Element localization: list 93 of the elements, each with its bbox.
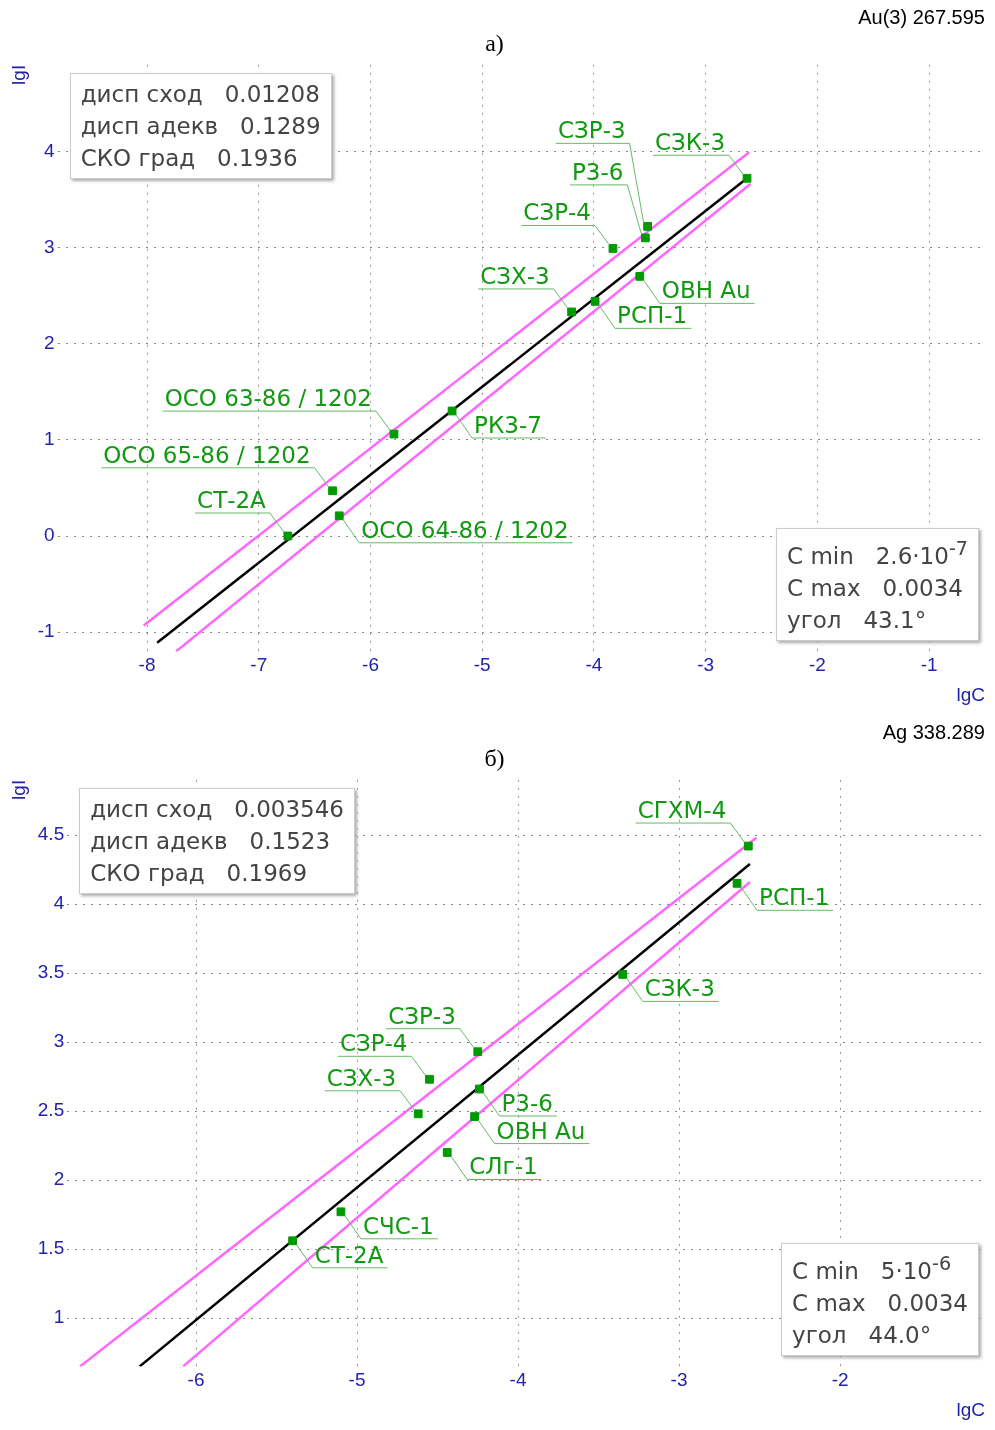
y-axis-title: lgI: [7, 64, 29, 85]
x-tick-label: -6: [362, 654, 379, 676]
annotation: СЛг-1: [469, 1153, 538, 1180]
annotation: СЗХ-3: [326, 1064, 397, 1091]
y-tick-label: 2: [53, 1168, 65, 1190]
x-tick-label: -4: [585, 654, 603, 676]
y-tick-label: 4: [53, 892, 65, 914]
annotation: Р3-6: [501, 1089, 553, 1116]
annotation: дисп сход 0.01208: [80, 79, 321, 109]
x-tick-label: -4: [509, 1369, 527, 1391]
x-tick-label: -2: [831, 1369, 849, 1391]
chart-title: Ag 338.289: [882, 720, 985, 743]
x-tick-label: -5: [348, 1369, 366, 1391]
annotation: C min 2.6·10$^{-7}$: [787, 536, 968, 572]
x-axis-title: lgC: [956, 1398, 985, 1420]
chart-subtitle: а): [485, 29, 504, 56]
point: [640, 233, 650, 243]
x-tick-label: -8: [138, 654, 156, 676]
y-tick-label: -1: [37, 620, 55, 642]
point: [732, 878, 742, 888]
y-tick-label: 1: [53, 1306, 65, 1328]
annotation: дисп адекв 0.1289: [80, 111, 321, 141]
annotation: СЗР-4: [339, 1030, 408, 1057]
chart-title: Au(3) 267.595: [858, 5, 985, 28]
x-tick-label: -2: [808, 654, 826, 676]
annotation: C max 0.0034: [787, 574, 964, 604]
annotation: РСП-1: [617, 302, 688, 329]
annotation: РСП-1: [759, 884, 830, 911]
y-tick-label: 4.5: [37, 823, 65, 845]
chart-subtitle: б): [484, 744, 505, 771]
annotation: СЗР-3: [388, 1002, 456, 1029]
point: [743, 841, 753, 851]
annotation: ОСО 64-86 / 1202: [361, 516, 569, 543]
point: [288, 1236, 298, 1246]
point: [389, 429, 399, 439]
annotation: дисп сход 0.003546: [90, 794, 344, 824]
point: [442, 1148, 452, 1157]
annotation: СЗК-3: [644, 975, 715, 1002]
annotation: СКО град 0.1936: [80, 143, 299, 173]
annotation: СЗР-3: [557, 117, 626, 144]
annotation: C min 5·10$^{-6}$: [792, 1251, 953, 1287]
point: [328, 486, 337, 496]
y-tick-label: 3: [53, 1030, 65, 1052]
point: [425, 1074, 434, 1084]
point: [635, 271, 645, 281]
x-axis-title: lgC: [956, 683, 985, 705]
point: [336, 1207, 346, 1217]
x-tick-label: -7: [250, 654, 268, 676]
point: [742, 173, 752, 183]
annotation: угол 43.1°: [787, 606, 928, 636]
point: [413, 1109, 423, 1119]
annotation: СГХМ-4: [637, 797, 727, 824]
annotation: СТ-2А: [314, 1241, 384, 1268]
y-tick-label: 3.5: [37, 961, 65, 983]
point: [447, 406, 457, 416]
y-tick-label: 1.5: [37, 1237, 65, 1259]
annotation: СЗР-4: [523, 199, 591, 226]
point: [470, 1112, 479, 1121]
point: [643, 221, 652, 231]
point: [567, 307, 577, 317]
annotation: ОСО 65-86 / 1202: [103, 441, 311, 468]
y-axis-title: lgI: [7, 779, 29, 800]
point: [590, 296, 600, 306]
x-tick-label: -5: [473, 654, 491, 676]
annotation: C max 0.0034: [792, 1289, 968, 1319]
point: [283, 531, 293, 541]
x-tick-label: -3: [670, 1369, 688, 1391]
annotation: угол 44.0°: [792, 1321, 933, 1351]
y-tick-label: 1: [44, 428, 55, 450]
point: [618, 970, 628, 979]
annotation: СКО град 0.1969: [90, 858, 309, 888]
y-tick-label: 2: [44, 331, 55, 353]
annotation: РК3-7: [474, 411, 542, 438]
y-tick-label: 0: [44, 524, 55, 546]
y-tick-label: 3: [44, 235, 55, 257]
y-tick-label: 4: [44, 139, 56, 161]
point: [334, 511, 344, 521]
point: [475, 1084, 484, 1094]
y-tick-label: 2.5: [37, 1099, 65, 1121]
annotation: СТ-2А: [197, 487, 267, 513]
point: [608, 244, 618, 253]
annotation: СЧС-1: [362, 1212, 434, 1239]
point: [473, 1047, 483, 1057]
annotation: ОСО 63-86 / 1202: [164, 385, 372, 412]
annotation: СЗК-3: [654, 129, 726, 156]
x-tick-label: -3: [697, 654, 715, 676]
annotation: ОВН Au: [661, 277, 751, 304]
x-tick-label: -6: [187, 1369, 205, 1391]
annotation: Р3-6: [571, 158, 624, 185]
annotation: ОВН Au: [496, 1117, 586, 1144]
annotation: СЗХ-3: [480, 262, 550, 289]
x-tick-label: -1: [920, 654, 938, 676]
annotation: дисп адекв 0.1523: [90, 826, 332, 856]
